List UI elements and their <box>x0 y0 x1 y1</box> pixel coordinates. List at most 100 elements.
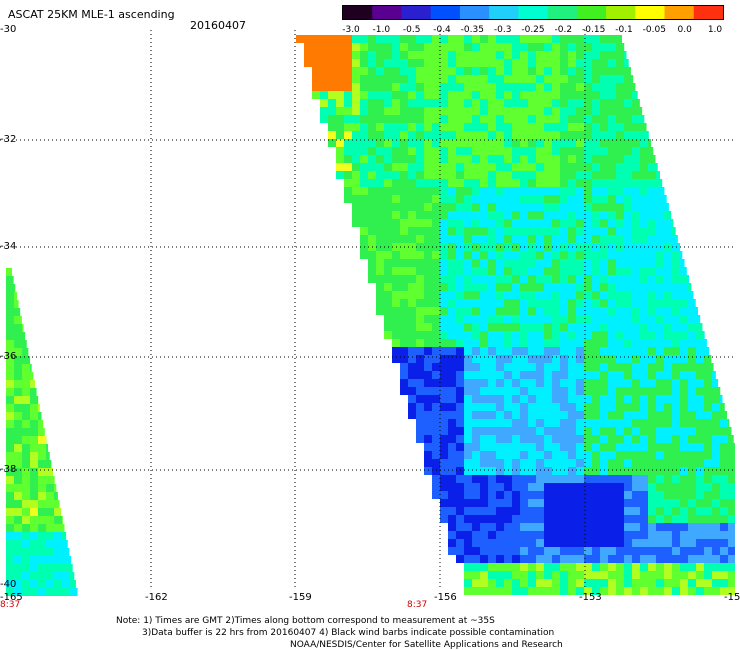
swath-cell <box>504 315 512 323</box>
swath-cell <box>712 571 720 579</box>
swath-cell <box>640 307 648 315</box>
swath-cell <box>520 339 528 347</box>
swath-cell <box>400 195 408 203</box>
swath-cell <box>520 475 528 483</box>
swath-cell <box>400 155 408 163</box>
swath-cell <box>432 483 440 491</box>
swath-cell <box>22 404 30 412</box>
swath-cell <box>408 363 416 371</box>
swath-cell <box>552 363 560 371</box>
swath-cell <box>616 387 624 395</box>
swath-cell <box>424 195 432 203</box>
swath-cell <box>440 387 448 395</box>
swath-cell <box>568 227 576 235</box>
swath-cell <box>648 291 656 299</box>
swath-cell <box>472 491 480 499</box>
swath-cell <box>400 139 408 147</box>
swath-cell <box>464 59 472 67</box>
swath-cell <box>536 123 544 131</box>
swath-cell <box>720 427 728 435</box>
swath-cell <box>584 299 592 307</box>
x-tick-label: -150 <box>724 592 740 603</box>
swath-cell <box>352 83 360 91</box>
swath-cell <box>616 259 624 267</box>
swath-cell <box>552 531 560 539</box>
swath-cell <box>608 547 616 555</box>
swath-cell <box>504 283 512 291</box>
swath-cell <box>448 179 456 187</box>
swath-cell <box>592 35 600 43</box>
swath-cell <box>552 475 560 483</box>
swath-cell <box>584 163 592 171</box>
swath-cell <box>544 579 552 587</box>
swath-cell <box>408 99 416 107</box>
swath-cell <box>360 251 368 259</box>
swath-cell <box>448 251 456 259</box>
swath-cell <box>480 275 488 283</box>
swath-cell <box>624 67 631 75</box>
swath-cell <box>544 299 552 307</box>
swath-cell <box>54 564 62 572</box>
swath-cell <box>424 387 432 395</box>
swath-cell <box>488 347 496 355</box>
swath-cell <box>552 403 560 411</box>
swath-cell <box>512 459 520 467</box>
swath-cell <box>608 83 616 91</box>
swath-cell <box>464 163 472 171</box>
swath-cell <box>488 187 496 195</box>
swath-cell <box>592 259 600 267</box>
swath-cell <box>488 35 496 43</box>
swath-cell <box>544 363 552 371</box>
swath-cell <box>632 507 640 515</box>
swath-cell <box>472 475 480 483</box>
swath-cell <box>528 419 536 427</box>
swath-cell <box>448 123 456 131</box>
swath-cell <box>656 227 664 235</box>
swath-cell <box>440 371 448 379</box>
swath-cell <box>488 403 496 411</box>
swath-cell <box>480 107 488 115</box>
swath-cell <box>544 227 552 235</box>
swath-cell <box>720 459 728 467</box>
swath-cell <box>640 379 648 387</box>
swath-cell <box>576 299 584 307</box>
swath-cell <box>624 547 632 555</box>
swath-cell <box>632 203 640 211</box>
swath-cell <box>336 35 344 43</box>
swath-cell <box>22 556 30 564</box>
swath-cell <box>688 419 696 427</box>
swath-cell <box>448 211 456 219</box>
swath-cell <box>688 483 696 491</box>
swath-cell <box>664 379 672 387</box>
swath-cell <box>496 347 504 355</box>
swath-cell <box>648 203 656 211</box>
swath-cell <box>432 35 440 43</box>
swath-cell <box>520 83 528 91</box>
swath-cell <box>14 364 22 372</box>
swath-cell <box>376 139 384 147</box>
swath-cell <box>440 91 448 99</box>
swath-cell <box>664 363 672 371</box>
swath-cell <box>456 523 464 531</box>
swath-cell <box>448 507 456 515</box>
swath-cell <box>504 43 512 51</box>
swath-cell <box>696 371 704 379</box>
swath-cell <box>520 507 528 515</box>
swath-cell <box>352 67 360 75</box>
swath-cell <box>496 139 504 147</box>
swath-cell <box>6 364 14 372</box>
swath-cell <box>472 99 480 107</box>
swath-cell <box>320 107 328 115</box>
swath-cell <box>560 123 568 131</box>
swath-cell <box>560 403 568 411</box>
swath-cell <box>408 411 416 419</box>
swath-cell <box>46 548 54 556</box>
swath-cell <box>624 435 632 443</box>
swath-cell <box>38 492 46 500</box>
swath-cell <box>608 267 616 275</box>
swath-cell <box>608 131 616 139</box>
swath-cell <box>632 291 640 299</box>
swath-cell <box>512 35 520 43</box>
swath-cell <box>352 219 360 227</box>
swath-cell <box>568 99 576 107</box>
